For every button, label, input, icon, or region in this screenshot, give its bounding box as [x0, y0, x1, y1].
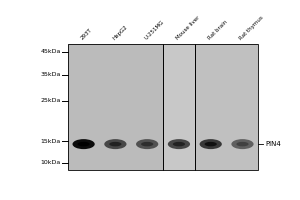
Ellipse shape [136, 139, 158, 149]
Ellipse shape [173, 142, 185, 146]
Text: HepG2: HepG2 [112, 24, 129, 41]
Bar [163, 44, 195, 170]
Text: 35kDa: 35kDa [40, 72, 61, 77]
Text: 293T: 293T [80, 28, 93, 41]
Bar [195, 44, 258, 170]
Bar [163, 44, 195, 170]
Text: 45kDa: 45kDa [40, 49, 61, 54]
Text: Rat brain: Rat brain [207, 20, 229, 41]
Ellipse shape [231, 139, 254, 149]
Text: Rat thymus: Rat thymus [239, 15, 265, 41]
Ellipse shape [73, 139, 95, 149]
Text: 25kDa: 25kDa [40, 98, 61, 104]
Ellipse shape [168, 139, 190, 149]
Ellipse shape [104, 139, 127, 149]
Text: Mouse liver: Mouse liver [176, 15, 201, 41]
Text: 15kDa: 15kDa [40, 139, 61, 144]
Text: 10kDa: 10kDa [40, 160, 61, 165]
Ellipse shape [236, 142, 249, 146]
Bar [195, 44, 258, 170]
Bar [68, 44, 163, 170]
Bar [68, 44, 163, 170]
Ellipse shape [141, 142, 153, 146]
Ellipse shape [205, 142, 217, 146]
Ellipse shape [200, 139, 222, 149]
Ellipse shape [109, 142, 122, 146]
Text: U-251MG: U-251MG [144, 19, 165, 41]
Text: PIN4: PIN4 [266, 141, 281, 147]
Ellipse shape [77, 142, 90, 146]
